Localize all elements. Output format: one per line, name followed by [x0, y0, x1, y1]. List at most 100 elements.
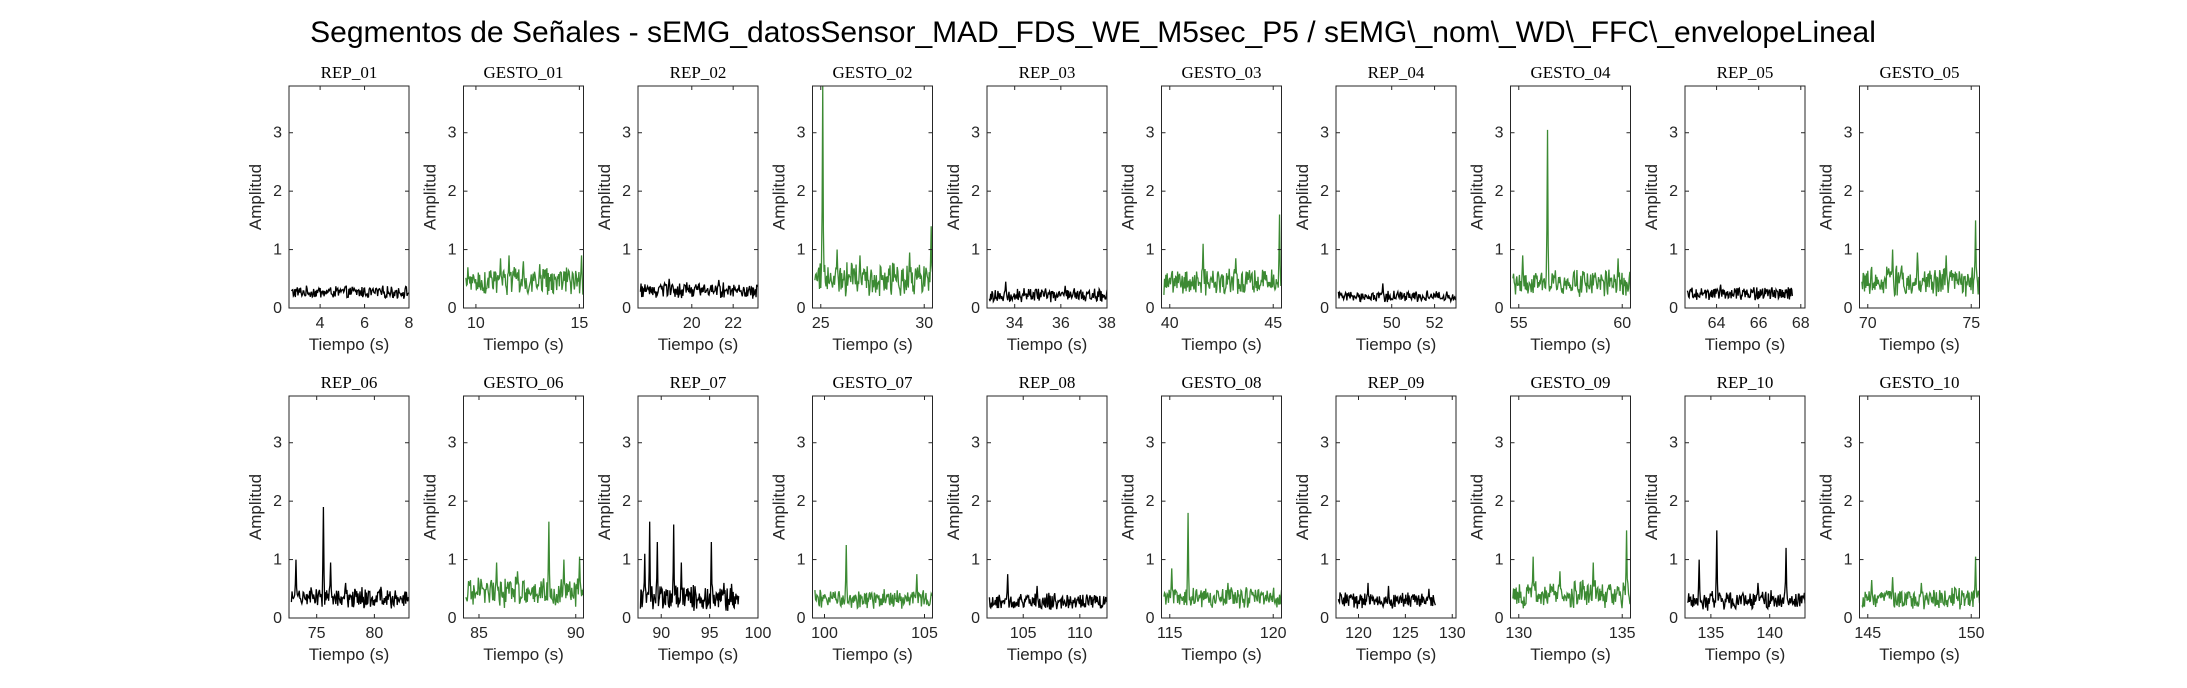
x-tick-label: 40	[1161, 315, 1179, 332]
x-tick-label: 80	[365, 625, 383, 642]
y-tick-label: 0	[1320, 300, 1329, 317]
x-tick-label: 38	[1098, 315, 1116, 332]
x-tick-label: 85	[470, 625, 488, 642]
x-tick-label: 52	[1426, 315, 1444, 332]
subplot-title: GESTO_01	[484, 63, 564, 82]
x-tick-label: 64	[1708, 315, 1726, 332]
y-axis-label: Amplitud	[1642, 164, 1661, 230]
x-tick-label: 140	[1756, 625, 1783, 642]
subplot-gesto-09: 0 1 2 3 130 135 GESTO_09 Tiempo (s) Amplitud	[1468, 373, 1636, 664]
y-tick-label: 1	[448, 552, 457, 569]
x-tick-label: 22	[724, 315, 742, 332]
axes-box	[1335, 395, 1457, 619]
y-axis-label: Amplitud	[944, 164, 963, 230]
signal-line	[1861, 556, 1980, 610]
subplot-title: GESTO_05	[1880, 63, 1960, 82]
x-tick-label: 20	[683, 315, 701, 332]
axes-box	[812, 85, 933, 309]
y-tick-label: 0	[273, 610, 282, 627]
subplot-rep-03: 0 1 2 3 34 36 38 REP_03 Tiempo (s) Amplitud	[944, 63, 1116, 354]
axes-box	[288, 395, 410, 619]
y-tick-label: 3	[1844, 125, 1853, 142]
x-tick-label: 145	[1854, 625, 1881, 642]
subplot-title: REP_03	[1019, 63, 1076, 82]
y-axis-label: Amplitud	[595, 474, 614, 540]
y-tick-label: 2	[1669, 183, 1678, 200]
x-tick-label: 95	[701, 625, 719, 642]
y-tick-label: 1	[1844, 242, 1853, 259]
y-tick-label: 1	[1146, 242, 1155, 259]
y-tick-label: 3	[1146, 435, 1155, 452]
y-tick-label: 3	[971, 125, 980, 142]
x-tick-label: 120	[1260, 625, 1287, 642]
y-tick-label: 0	[1844, 300, 1853, 317]
y-axis-label: Amplitud	[1468, 164, 1487, 230]
axes-box	[1510, 85, 1631, 309]
y-tick-label: 3	[1495, 125, 1504, 142]
subplot-title: GESTO_02	[833, 63, 913, 82]
signal-line	[1861, 220, 1980, 298]
subplot-rep-10: 0 1 2 3 135 140 REP_10 Tiempo (s) Amplitud	[1642, 373, 1806, 664]
x-tick-label: 8	[405, 315, 414, 332]
y-tick-label: 2	[971, 493, 980, 510]
subplot-gesto-10: 0 1 2 3 145 150 GESTO_10 Tiempo (s) Amplitud	[1817, 373, 1985, 664]
signal-line	[290, 285, 409, 299]
y-tick-label: 0	[273, 300, 282, 317]
subplot-rep-06: 0 1 2 3 75 80 REP_06 Tiempo (s) Amplitud	[246, 373, 410, 664]
y-tick-label: 3	[273, 125, 282, 142]
x-tick-label: 105	[911, 625, 938, 642]
axes-box	[1161, 395, 1282, 619]
y-tick-label: 0	[971, 300, 980, 317]
y-tick-label: 0	[797, 610, 806, 627]
axes-box	[1684, 85, 1806, 309]
y-tick-label: 1	[1320, 552, 1329, 569]
y-tick-label: 3	[1669, 125, 1678, 142]
y-tick-label: 1	[1844, 552, 1853, 569]
subplot-title: REP_02	[670, 63, 727, 82]
axes-box	[637, 85, 759, 309]
x-tick-label: 90	[567, 625, 585, 642]
y-tick-label: 1	[1146, 552, 1155, 569]
y-tick-label: 1	[1495, 552, 1504, 569]
x-axis-label: Tiempo (s)	[309, 335, 390, 354]
x-axis-label: Tiempo (s)	[1530, 335, 1611, 354]
subplot-gesto-06: 0 1 2 3 85 90 GESTO_06 Tiempo (s) Amplitud	[421, 373, 585, 664]
y-tick-label: 2	[273, 183, 282, 200]
signal-line	[1337, 283, 1456, 304]
subplot-title: REP_07	[670, 373, 727, 392]
x-tick-label: 135	[1609, 625, 1636, 642]
subplot-title: REP_10	[1717, 373, 1774, 392]
x-tick-label: 150	[1958, 625, 1985, 642]
subplot-rep-07: 0 1 2 3 90 95 100 REP_07 Tiempo (s) Amplitud	[595, 373, 771, 664]
y-tick-label: 0	[971, 610, 980, 627]
x-tick-label: 70	[1859, 315, 1877, 332]
x-axis-label: Tiempo (s)	[1181, 645, 1262, 664]
signal-line	[988, 574, 1107, 610]
x-tick-label: 10	[467, 315, 485, 332]
y-tick-label: 0	[1669, 300, 1678, 317]
y-tick-label: 1	[273, 242, 282, 259]
y-axis-label: Amplitud	[421, 474, 440, 540]
signal-line	[1163, 214, 1282, 296]
subplot-title: REP_05	[1717, 63, 1774, 82]
axes-box	[812, 395, 933, 619]
axes-box	[1684, 395, 1806, 619]
y-tick-label: 2	[448, 183, 457, 200]
x-tick-label: 105	[1010, 625, 1037, 642]
subplot-title: REP_06	[321, 373, 378, 392]
y-tick-label: 2	[1844, 183, 1853, 200]
y-tick-label: 2	[1146, 183, 1155, 200]
x-tick-label: 100	[745, 625, 772, 642]
subplot-gesto-07: 0 1 2 3 100 105 GESTO_07 Tiempo (s) Amplitud	[770, 373, 938, 664]
subplot-title: GESTO_03	[1182, 63, 1262, 82]
axes-box	[1859, 85, 1980, 309]
subplot-rep-01: 0 1 2 3 4 6 8 REP_01 Tiempo (s) Amplitud	[246, 63, 414, 354]
subplot-title: GESTO_09	[1531, 373, 1611, 392]
subplot-gesto-02: 0 1 2 3 25 30 GESTO_02 Tiempo (s) Amplitud	[770, 63, 934, 354]
x-axis-label: Tiempo (s)	[1530, 645, 1611, 664]
y-tick-label: 2	[797, 493, 806, 510]
x-tick-label: 66	[1750, 315, 1768, 332]
y-tick-label: 0	[1495, 300, 1504, 317]
x-tick-label: 120	[1345, 625, 1372, 642]
subplot-gesto-05: 0 1 2 3 70 75 GESTO_05 Tiempo (s) Amplitud	[1817, 63, 1981, 354]
